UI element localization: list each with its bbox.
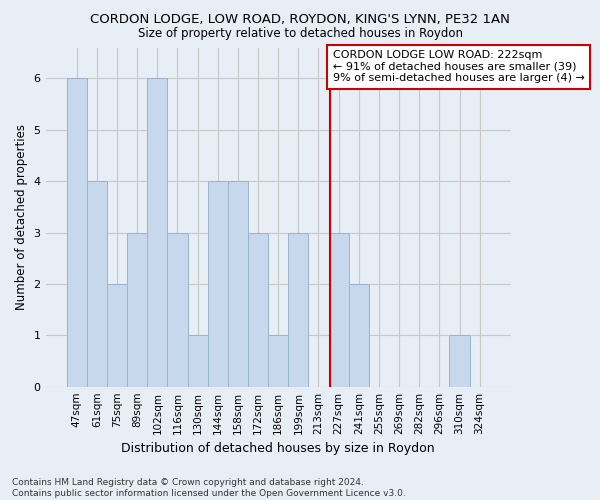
Bar [87,181,107,386]
Bar [208,181,228,386]
Text: Contains HM Land Registry data © Crown copyright and database right 2024.
Contai: Contains HM Land Registry data © Crown c… [12,478,406,498]
Bar [349,284,369,386]
Bar [449,336,470,386]
Bar [167,232,188,386]
Bar [127,232,147,386]
Bar [288,232,308,386]
Bar [329,232,349,386]
Text: CORDON LODGE LOW ROAD: 222sqm
← 91% of detached houses are smaller (39)
9% of se: CORDON LODGE LOW ROAD: 222sqm ← 91% of d… [333,50,585,84]
Bar [67,78,87,386]
Bar [248,232,268,386]
Text: CORDON LODGE, LOW ROAD, ROYDON, KING'S LYNN, PE32 1AN: CORDON LODGE, LOW ROAD, ROYDON, KING'S L… [90,12,510,26]
Bar [188,336,208,386]
Bar [107,284,127,386]
Text: Size of property relative to detached houses in Roydon: Size of property relative to detached ho… [137,28,463,40]
Y-axis label: Number of detached properties: Number of detached properties [15,124,28,310]
Bar [228,181,248,386]
X-axis label: Distribution of detached houses by size in Roydon: Distribution of detached houses by size … [121,442,435,455]
Bar [268,336,288,386]
Bar [147,78,167,386]
